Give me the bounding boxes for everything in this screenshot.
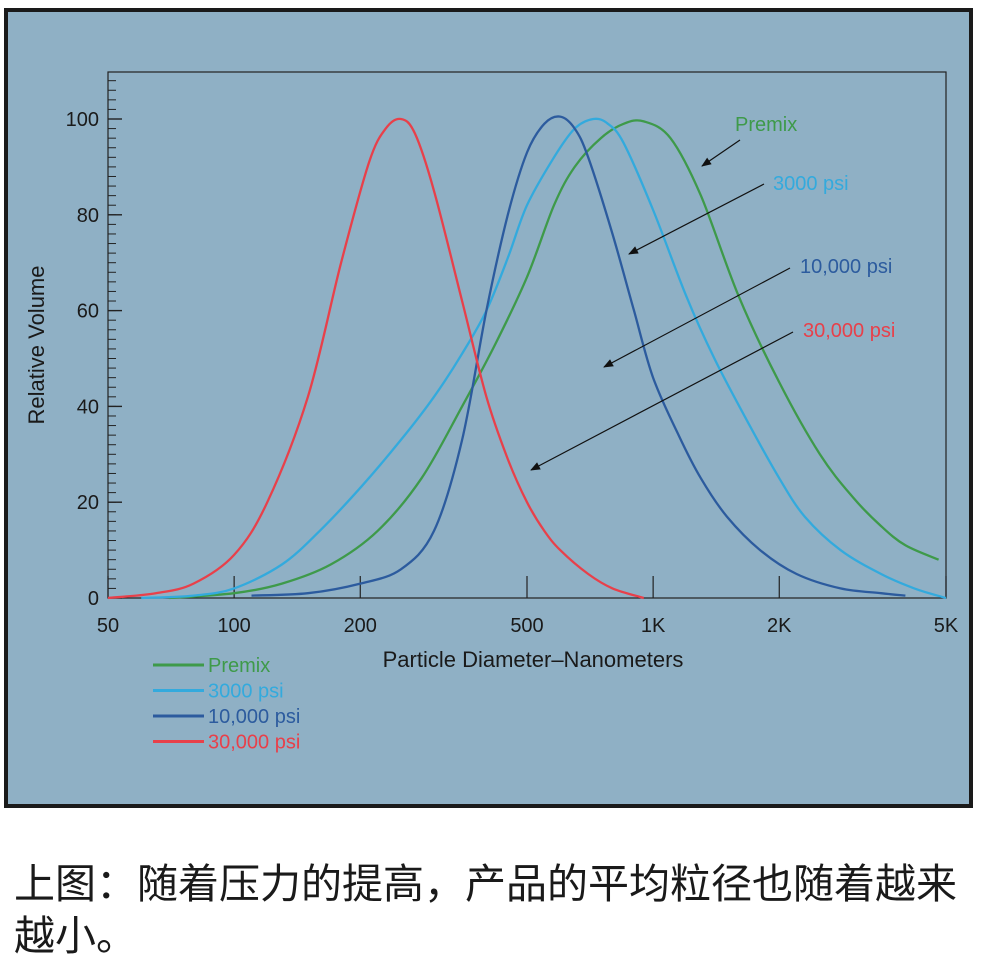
x-tick-label: 500 xyxy=(510,615,543,637)
annotation-arrow xyxy=(530,331,794,471)
y-tick-label: 20 xyxy=(77,492,99,514)
annotation-label: 3000 psi xyxy=(773,173,849,195)
chart-panel xyxy=(4,8,973,808)
y-tick-label: 80 xyxy=(77,205,99,227)
series-line xyxy=(107,117,645,600)
caption: 上图：随着压力的提高，产品的平均粒径也随着越来越小。 xyxy=(14,860,957,960)
annotation-arrow xyxy=(701,139,741,167)
y-tick-label: 100 xyxy=(66,109,99,131)
x-tick-label: 100 xyxy=(217,615,250,637)
y-axis-title: Relative Volume xyxy=(24,266,49,425)
annotation-arrow xyxy=(603,267,791,368)
series-line xyxy=(169,119,940,600)
annotation-label: 30,000 psi xyxy=(803,320,895,342)
y-tick-label: 0 xyxy=(88,588,99,610)
x-tick-label: 200 xyxy=(344,615,377,637)
y-tick-label: 40 xyxy=(77,396,99,418)
x-tick-label: 50 xyxy=(97,615,119,637)
x-axis-title: Particle Diameter–Nanometers xyxy=(383,647,684,672)
x-tick-label: 2K xyxy=(767,615,792,637)
legend-label: 3000 psi xyxy=(208,681,284,703)
series-line xyxy=(141,117,947,600)
x-tick-label: 1K xyxy=(641,615,666,637)
annotation-label: Premix xyxy=(735,114,797,136)
legend-label: Premix xyxy=(208,655,270,677)
annotation-label: 10,000 psi xyxy=(800,256,892,278)
y-tick-label: 60 xyxy=(77,301,99,323)
annotation-arrow xyxy=(628,183,765,255)
series-line xyxy=(251,115,906,597)
legend-label: 10,000 psi xyxy=(208,706,300,728)
x-tick-label: 5K xyxy=(934,615,959,637)
legend-label: 30,000 psi xyxy=(208,732,300,754)
